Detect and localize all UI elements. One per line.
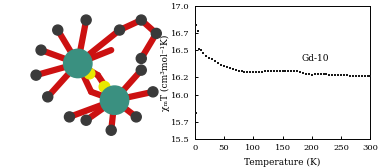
Circle shape (136, 15, 146, 25)
Circle shape (115, 25, 125, 35)
Circle shape (31, 70, 41, 80)
Circle shape (136, 65, 146, 75)
Circle shape (100, 86, 129, 114)
Circle shape (64, 112, 74, 122)
Circle shape (99, 81, 110, 92)
Circle shape (43, 92, 53, 102)
Circle shape (151, 28, 161, 38)
Circle shape (106, 125, 116, 135)
Circle shape (81, 115, 91, 125)
Text: Gd-10: Gd-10 (302, 54, 329, 63)
Circle shape (148, 87, 158, 97)
Y-axis label: χₘT (cm³mol⁻¹K): χₘT (cm³mol⁻¹K) (161, 34, 170, 111)
Circle shape (81, 15, 91, 25)
Circle shape (131, 112, 141, 122)
X-axis label: Temperature (K): Temperature (K) (244, 158, 321, 167)
Circle shape (84, 68, 95, 79)
Circle shape (36, 45, 46, 55)
Circle shape (136, 53, 146, 63)
Circle shape (53, 25, 63, 35)
Circle shape (64, 49, 92, 78)
